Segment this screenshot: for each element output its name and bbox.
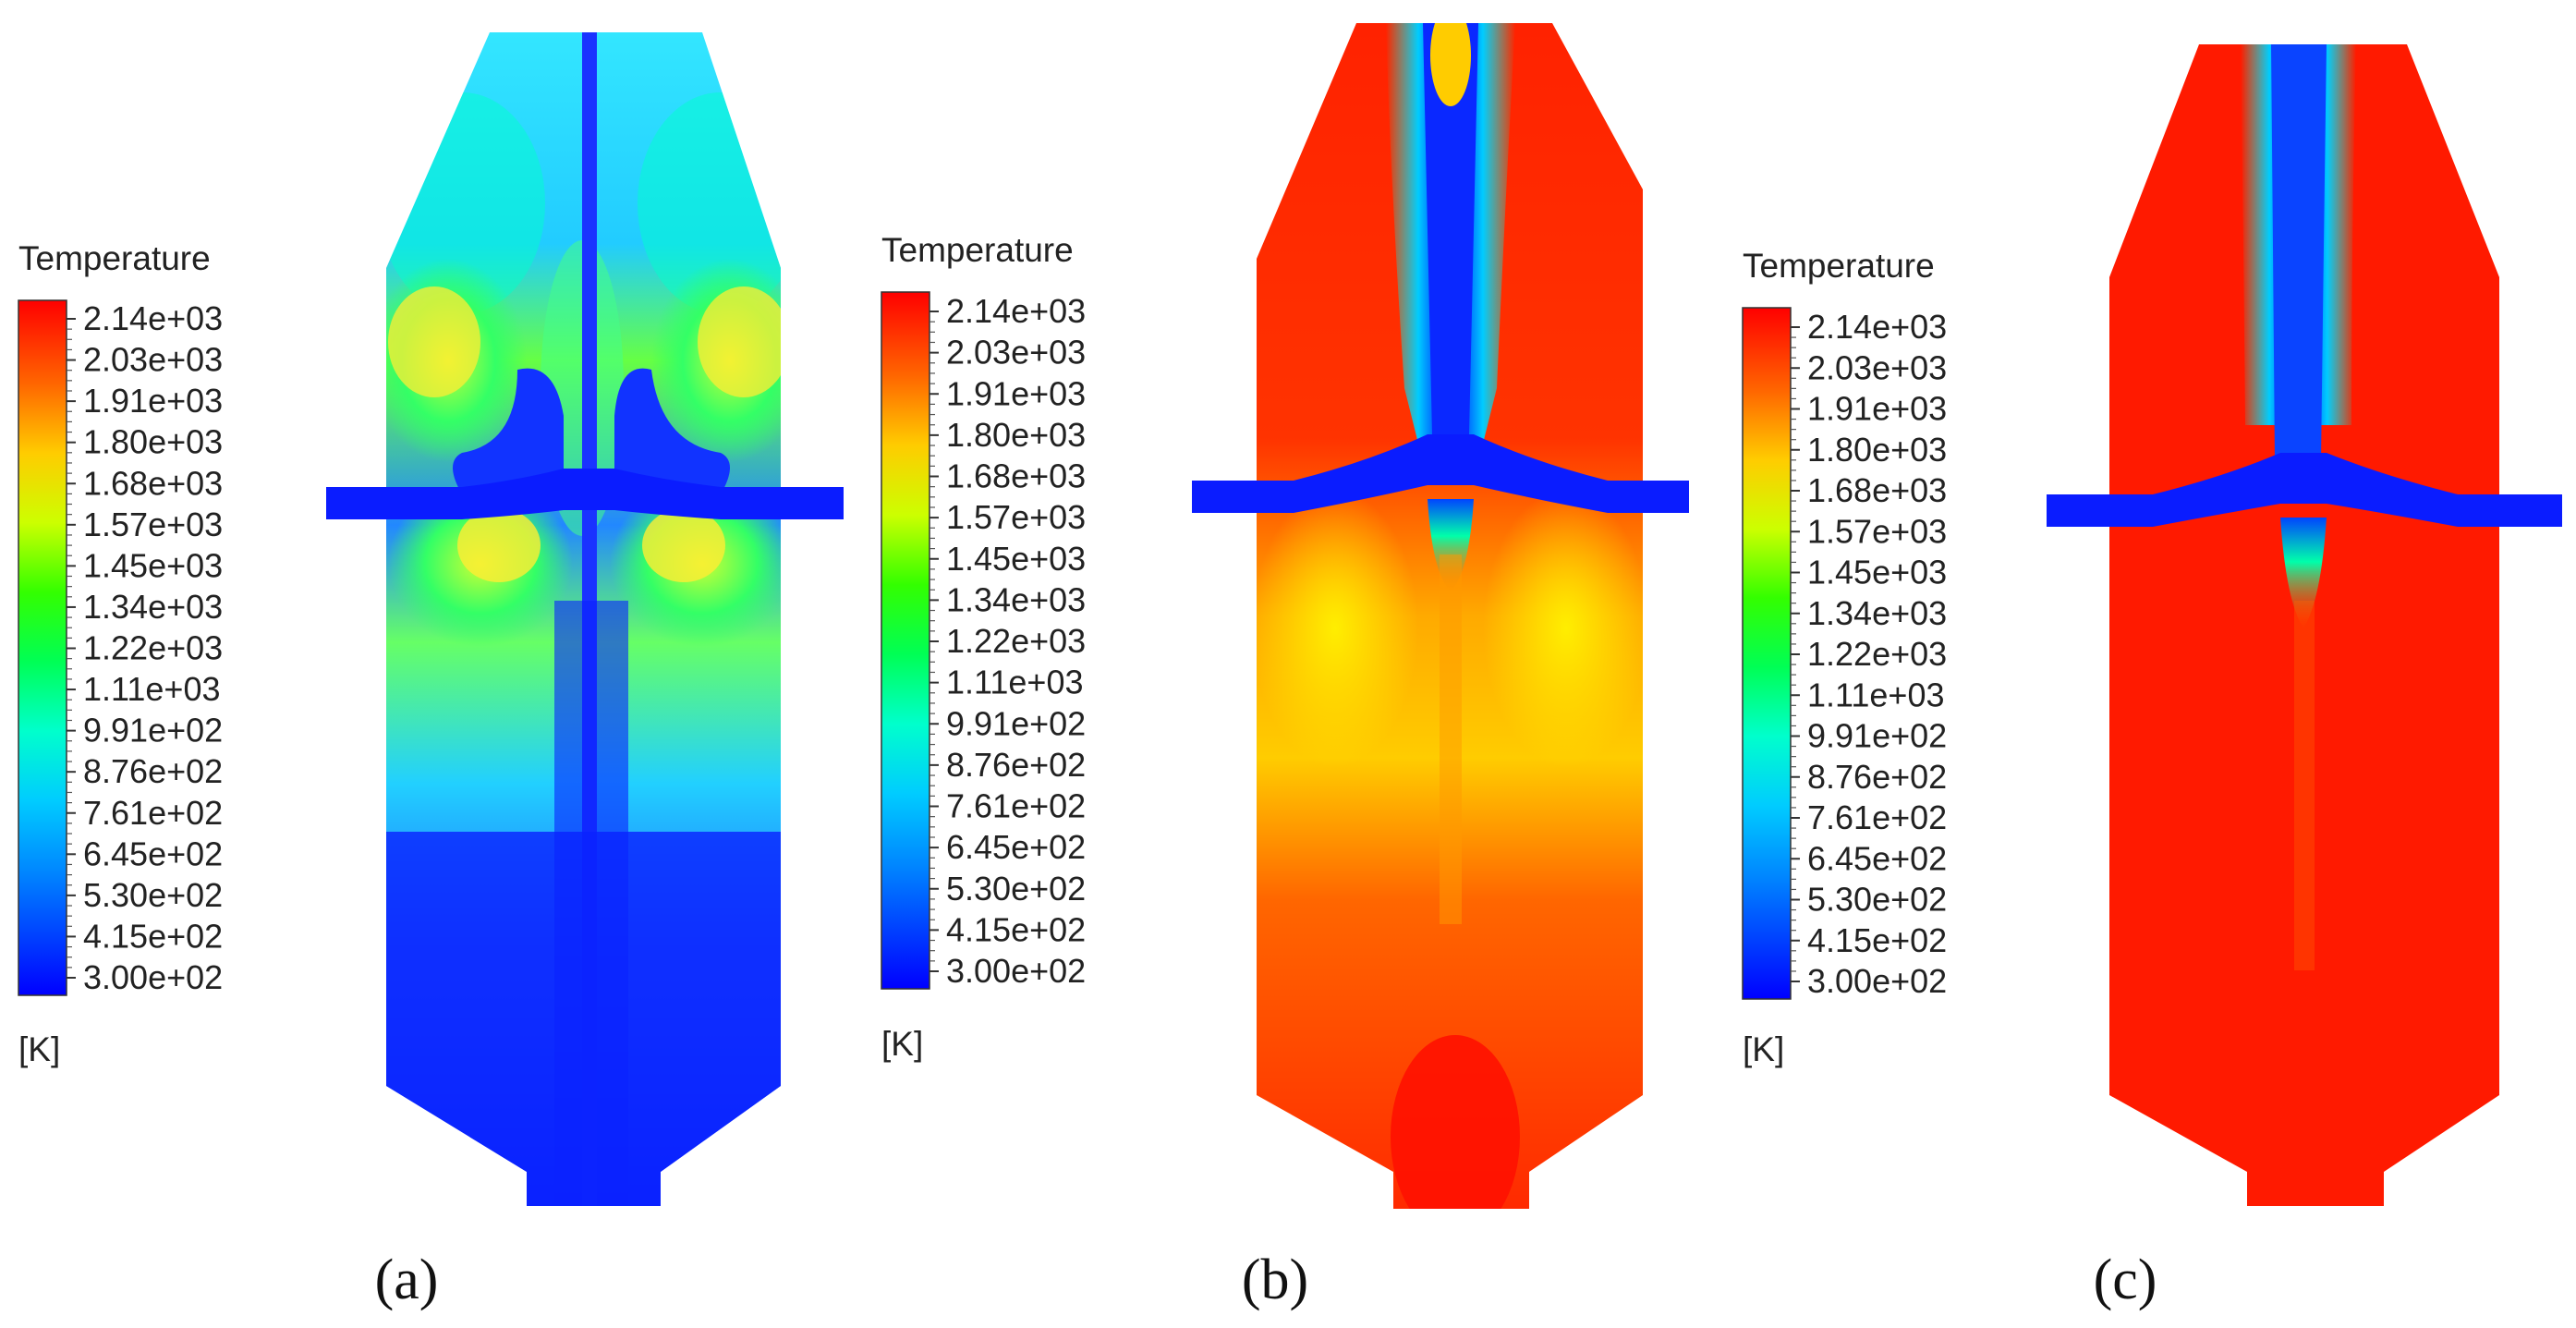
panel-label-c: (c) [2094,1249,2157,1311]
colorbar-tick-label: 1.91e+03 [1807,390,1947,428]
contour-panel-c [2047,44,2562,1206]
colorbar-tick-label: 1.80e+03 [83,423,223,461]
colorbar-tick-label: 3.00e+02 [946,952,1086,990]
inlet-pipe-c [2047,453,2562,527]
colorbar [1742,307,1792,1000]
colorbar-tick-label: 1.57e+03 [1807,512,1947,550]
colorbar-tick-label: 2.14e+03 [1807,308,1947,346]
colorbar-tick-label: 6.45e+02 [946,828,1086,866]
colorbar-tick-label: 6.45e+02 [1807,839,1947,877]
colorbar-tick-label: 8.76e+02 [1807,758,1947,796]
contour-panel-a [326,32,844,1206]
colorbar-tick-label: 8.76e+02 [946,746,1086,784]
colorbar-tick-label: 1.11e+03 [83,670,220,708]
colorbar-tick-label: 3.00e+02 [1807,962,1947,1000]
panel-label-b: (b) [1242,1249,1308,1311]
colorbar-tick-label: 1.68e+03 [83,464,223,502]
legend-title: Temperature [18,239,211,277]
legend-title: Temperature [1743,247,1935,285]
colorbar-tick-label: 7.61e+02 [83,794,223,832]
colorbar-tick-label: 2.03e+03 [1807,348,1947,386]
inlet-pipe-a [326,469,844,519]
legend-unit: [K] [1743,1030,1784,1068]
colorbar-legend-c: Temperature 2.14e+032.03e+03 1.91e+031.80… [1742,247,1947,1068]
colorbar-tick-label: 1.11e+03 [946,664,1083,701]
colorbar-tick-label: 1.34e+03 [83,588,223,626]
colorbar-tick-label: 4.15e+02 [83,917,223,955]
colorbar-tick-label: 1.57e+03 [83,506,223,543]
colorbar-tick-label: 1.11e+03 [1807,676,1944,713]
colorbar-tick-label: 1.45e+03 [946,540,1086,578]
panel-label-a: (a) [375,1249,439,1311]
colorbar-tick-label: 1.22e+03 [946,622,1086,660]
colorbar-tick-label: 1.68e+03 [946,457,1086,495]
colorbar-tick-label: 2.14e+03 [83,299,223,337]
colorbar-tick-label: 2.03e+03 [946,334,1086,372]
colorbar-tick-label: 1.68e+03 [1807,471,1947,509]
colorbar-tick-label: 9.91e+02 [1807,717,1947,755]
inlet-pipe-b [1192,434,1689,513]
colorbar-ticks: 2.14e+03 2.03e+031.91e+031.80e+031.68e+03… [67,299,223,996]
colorbar-tick-label: 1.34e+03 [946,580,1086,618]
colorbar-tick-label: 2.14e+03 [946,292,1086,330]
legend-title: Temperature [881,231,1074,269]
colorbar-tick-label: 8.76e+02 [83,752,223,790]
colorbar-tick-label: 1.57e+03 [946,498,1086,536]
colorbar [881,291,930,990]
colorbar-tick-label: 1.45e+03 [1807,554,1947,591]
colorbar-tick-label: 6.45e+02 [83,835,223,872]
contour-panel-b [1192,23,1689,1209]
colorbar-legend-a: Temperature 2.14e+03 2.03e+031.91e+031.80… [18,239,223,1068]
colorbar-ticks: 2.14e+032.03e+03 1.91e+031.80e+031.68e+03… [1791,308,1947,1000]
colorbar-tick-label: 5.30e+02 [1807,881,1947,919]
colorbar-tick-label: 2.03e+03 [83,341,223,379]
colorbar-tick-label: 1.80e+03 [1807,431,1947,469]
colorbar-tick-label: 4.15e+02 [946,910,1086,948]
colorbar-tick-label: 1.91e+03 [946,374,1086,412]
legend-unit: [K] [18,1030,60,1068]
colorbar [18,299,67,996]
colorbar-tick-label: 9.91e+02 [83,712,223,749]
colorbar-tick-label: 1.22e+03 [1807,635,1947,673]
colorbar-tick-label: 7.61e+02 [946,787,1086,825]
legend-unit: [K] [881,1025,923,1063]
colorbar-tick-label: 7.61e+02 [1807,798,1947,836]
colorbar-tick-label: 3.00e+02 [83,958,223,996]
colorbar-tick-label: 1.80e+03 [946,416,1086,454]
colorbar-ticks: 2.14e+03 2.03e+031.91e+03 1.80e+031.68e+03… [930,292,1086,990]
colorbar-tick-label: 1.45e+03 [83,546,223,584]
colorbar-tick-label: 1.22e+03 [83,629,223,667]
colorbar-legend-b: Temperature 2.14e+03 2.03e+031.91e+03 1.80… [881,231,1086,1063]
colorbar-tick-label: 1.34e+03 [1807,594,1947,632]
colorbar-tick-label: 9.91e+02 [946,704,1086,742]
colorbar-tick-label: 5.30e+02 [946,870,1086,908]
colorbar-tick-label: 5.30e+02 [83,876,223,914]
colorbar-tick-label: 4.15e+02 [1807,921,1947,959]
colorbar-tick-label: 1.91e+03 [83,382,223,420]
